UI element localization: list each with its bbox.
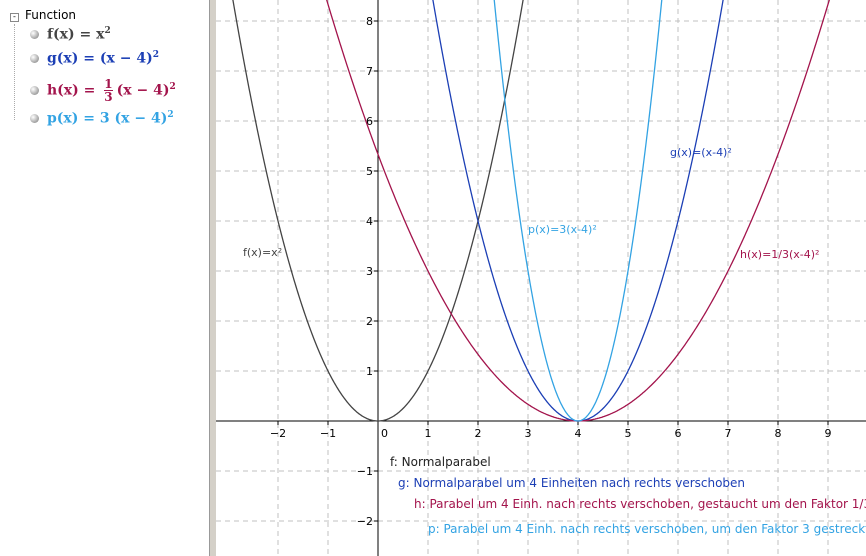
- x-tick-label: 4: [575, 427, 582, 440]
- denominator: 3: [104, 90, 113, 104]
- function-curve: [493, 0, 663, 422]
- lhs: g(x): [47, 50, 79, 67]
- y-tick-label: 5: [366, 165, 373, 178]
- y-tick-label: −1: [357, 465, 373, 478]
- x-tick-label: 9: [825, 427, 832, 440]
- x-tick-label: −2: [270, 427, 286, 440]
- algebra-item[interactable]: h(x) = 1 3 (x − 4)2: [30, 78, 176, 103]
- function-curve: [432, 0, 724, 422]
- algebra-item[interactable]: f(x) = x2: [30, 26, 111, 43]
- note: g: Normalparabel um 4 Einheiten nach rec…: [398, 476, 745, 490]
- y-tick-label: 8: [366, 15, 373, 28]
- visibility-dot[interactable]: [30, 86, 39, 95]
- equals: =: [83, 110, 95, 127]
- curve-label: p(x)=3(x-4)²: [528, 223, 597, 236]
- visibility-dot[interactable]: [30, 30, 39, 40]
- exponent: 2: [104, 26, 111, 36]
- x-tick-label: 7: [725, 427, 732, 440]
- y-tick-label: 1: [366, 365, 373, 378]
- rhs: x: [96, 26, 105, 43]
- note: f: Normalparabel: [390, 455, 491, 469]
- y-tick-label: 3: [366, 265, 373, 278]
- algebra-view: - Function f(x) = x2 g(x) = (x − 4)2 h(x) =…: [0, 0, 210, 556]
- rhs: (x − 4): [114, 110, 168, 127]
- header: Function: [25, 8, 77, 22]
- y-tick-label: 7: [366, 65, 373, 78]
- lhs: f(x): [47, 26, 75, 43]
- divider: [210, 0, 216, 556]
- function-curve: [326, 0, 830, 422]
- lhs: h(x): [47, 82, 79, 99]
- algebra-item[interactable]: p(x) = 3 (x − 4)2: [30, 110, 174, 127]
- x-tick-label: 8: [775, 427, 782, 440]
- lhs: p(x): [47, 110, 79, 127]
- x-tick-label: 2: [475, 427, 482, 440]
- equals: =: [83, 50, 95, 67]
- coefficient: 3: [99, 110, 110, 127]
- note: p: Parabel um 4 Einh. nach rechts versch…: [428, 522, 866, 536]
- numerator: 1: [104, 77, 113, 91]
- visibility-dot[interactable]: [30, 54, 39, 64]
- function-curve: [232, 0, 524, 422]
- x-tick-label: 1: [425, 427, 432, 440]
- y-tick-label: −2: [357, 515, 373, 528]
- tree-header[interactable]: - Function: [10, 8, 76, 22]
- note: h: Parabel um 4 Einh. nach rechts versch…: [414, 497, 866, 511]
- x-tick-label: 5: [625, 427, 632, 440]
- curve-label: g(x)=(x-4)²: [670, 146, 732, 159]
- visibility-dot[interactable]: [30, 114, 39, 124]
- y-tick-label: 2: [366, 315, 373, 328]
- y-tick-label: 6: [366, 115, 373, 128]
- exponent: 2: [167, 110, 174, 120]
- x-tick-label: 3: [525, 427, 532, 440]
- rhs: (x − 4): [116, 82, 170, 99]
- equals: =: [83, 82, 96, 99]
- algebra-item[interactable]: g(x) = (x − 4)2: [30, 50, 159, 67]
- x-tick-label: −1: [320, 427, 336, 440]
- curve-label: f(x)=x²: [243, 246, 282, 259]
- exponent: 2: [169, 81, 176, 92]
- x-tick-label: 6: [675, 427, 682, 440]
- equals: =: [79, 26, 92, 43]
- curve-label: h(x)=1/3(x-4)²: [740, 248, 819, 261]
- graphics-view: −2 −1 1 2 3 4 5 6 7 8 9 −2 −1 1 2 3 4 5 6 7 8 0 f(x)=x² g(x)=(x…: [216, 0, 866, 556]
- origin-label: 0: [381, 427, 388, 440]
- y-tick-label: 4: [366, 215, 373, 228]
- exponent: 2: [152, 50, 159, 60]
- rhs: (x − 4): [99, 50, 153, 67]
